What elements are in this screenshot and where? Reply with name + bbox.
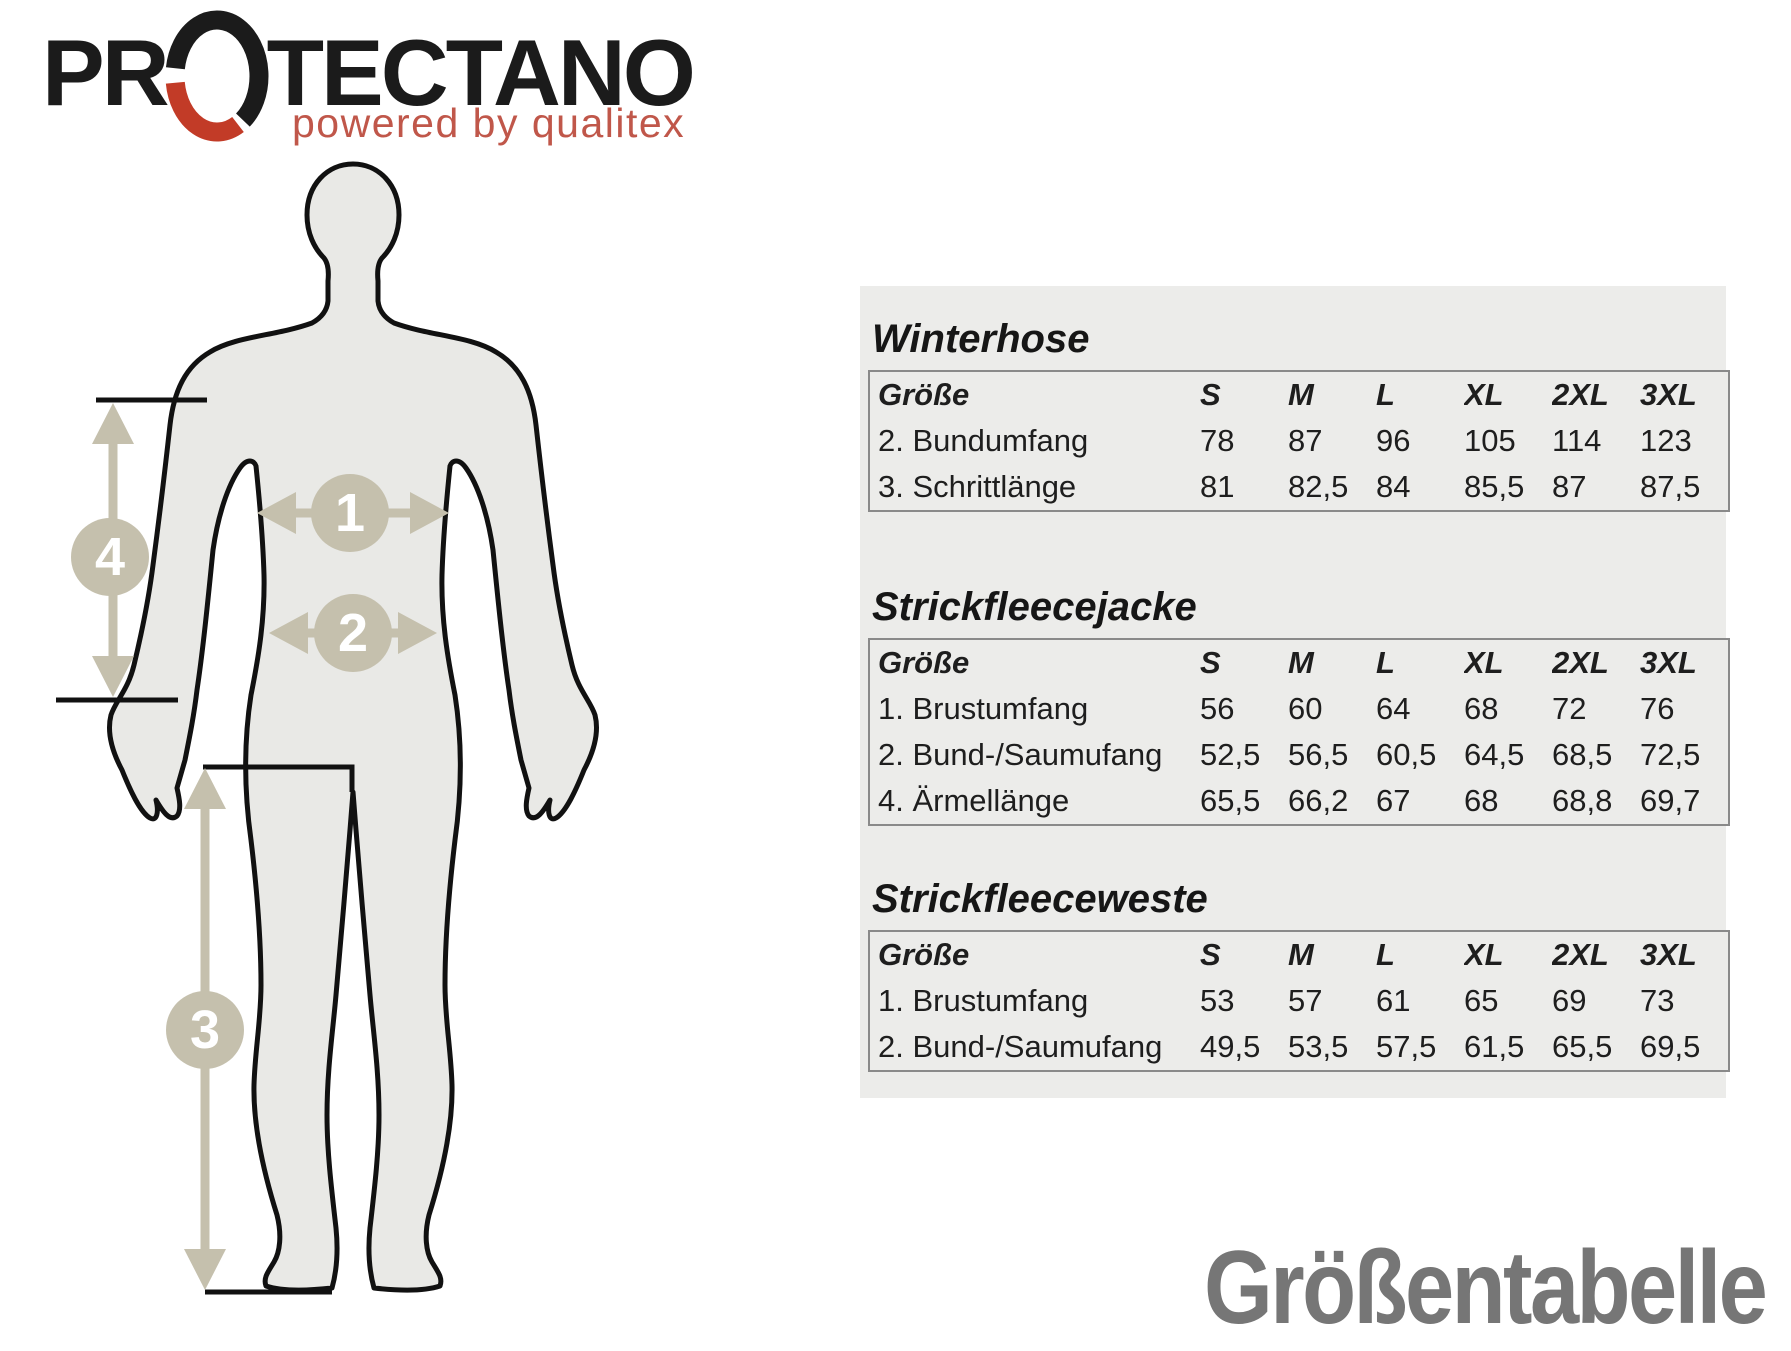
- table-header-cell: M: [1288, 937, 1314, 972]
- table-header-cell: Größe: [878, 377, 970, 412]
- table-cell: 78: [1200, 423, 1235, 458]
- table-header-cell: L: [1376, 937, 1395, 972]
- table-cell: 65,5: [1552, 1029, 1613, 1064]
- table-cell: 64,5: [1464, 737, 1525, 772]
- table-cell: 61: [1376, 983, 1411, 1018]
- table-header-cell: 2XL: [1552, 937, 1609, 972]
- table-cell: 2. Bund-/Saumufang: [878, 1029, 1163, 1064]
- table-cell: 123: [1640, 423, 1692, 458]
- logo-tagline: powered by qualitex: [292, 100, 686, 146]
- table-cell: 64: [1376, 691, 1411, 726]
- table-cell: 1. Brustumfang: [878, 691, 1089, 726]
- table-cell: 53: [1200, 983, 1235, 1018]
- logo-text-post: TECTANO: [266, 20, 696, 125]
- page-title: Größentabelle: [1203, 1230, 1768, 1346]
- table-cell: 4. Ärmellänge: [878, 783, 1070, 818]
- size-section-strickfleeceweste: Strickfleeceweste Größe S M L XL 2XL 3XL 1. Bru…: [868, 826, 1730, 1072]
- size-table: Größe S M L XL 2XL 3XL 1. Brustumfang 56 60 64 68 72…: [868, 638, 1730, 826]
- table-header-cell: M: [1288, 645, 1314, 680]
- table-cell: 60: [1288, 691, 1323, 726]
- table-header-cell: S: [1200, 377, 1221, 412]
- table-cell: 53,5: [1288, 1029, 1349, 1064]
- table-cell: 73: [1640, 983, 1675, 1018]
- table-cell: 72: [1552, 691, 1587, 726]
- table-cell: 68,5: [1552, 737, 1613, 772]
- table-header-cell: L: [1376, 645, 1395, 680]
- table-cell: 67: [1376, 783, 1411, 818]
- brand-logo: PR TECTANO: [42, 6, 696, 156]
- body-measurement-figure: [56, 161, 600, 1295]
- table-header-cell: S: [1200, 937, 1221, 972]
- table-cell: 68: [1464, 691, 1499, 726]
- table-cell: 87: [1552, 469, 1587, 504]
- table-cell: 2. Bundumfang: [878, 423, 1089, 458]
- table-cell: 84: [1376, 469, 1411, 504]
- table-cell: 60,5: [1376, 737, 1437, 772]
- table-header-cell: 2XL: [1552, 645, 1609, 680]
- size-table: Größe S M L XL 2XL 3XL 2. Bundumfang 78 87 96 105 11…: [868, 370, 1730, 512]
- table-cell: 3. Schrittlänge: [878, 469, 1077, 504]
- section-title: Strickfleeceweste: [872, 877, 1208, 921]
- table-header-cell: S: [1200, 645, 1221, 680]
- table-cell: 56,5: [1288, 737, 1349, 772]
- measurement-marker-4: 4: [71, 518, 149, 596]
- table-cell: 114: [1552, 423, 1602, 458]
- logo-text-pre: PR: [42, 20, 170, 125]
- table-cell: 57: [1288, 983, 1323, 1018]
- table-cell: 49,5: [1200, 1029, 1261, 1064]
- table-cell: 65: [1464, 983, 1499, 1018]
- table-cell: 87: [1288, 423, 1323, 458]
- table-header-cell: Größe: [878, 645, 970, 680]
- table-cell: 68: [1464, 783, 1499, 818]
- table-header-cell: XL: [1464, 937, 1504, 972]
- table-header-cell: XL: [1464, 377, 1504, 412]
- crotch-reference-line: [203, 764, 355, 792]
- size-table: Größe S M L XL 2XL 3XL 1. Brustumfang 53 57 61 65 69…: [868, 930, 1730, 1072]
- measurement-marker-3: 3: [166, 991, 244, 1069]
- section-title: Strickfleecejacke: [872, 585, 1197, 629]
- table-header-cell: 3XL: [1640, 377, 1697, 412]
- table-cell: 68,8: [1552, 783, 1613, 818]
- table-cell: 69,7: [1640, 783, 1701, 818]
- table-cell: 76: [1640, 691, 1675, 726]
- measurement-marker-1: 1: [311, 474, 389, 552]
- table-cell: 85,5: [1464, 469, 1525, 504]
- table-cell: 52,5: [1200, 737, 1261, 772]
- table-cell: 57,5: [1376, 1029, 1437, 1064]
- table-header-cell: 3XL: [1640, 937, 1697, 972]
- size-section-winterhose: Winterhose Größe S M L XL 2XL 3XL 2. Bundumfang…: [868, 286, 1730, 512]
- table-cell: 56: [1200, 691, 1235, 726]
- table-header-cell: 3XL: [1640, 645, 1697, 680]
- table-header-cell: Größe: [878, 937, 970, 972]
- size-tables-panel: Winterhose Größe S M L XL 2XL 3XL 2. Bundumfang…: [860, 286, 1730, 1098]
- table-cell: 69: [1552, 983, 1587, 1018]
- table-cell: 61,5: [1464, 1029, 1525, 1064]
- table-cell: 65,5: [1200, 783, 1261, 818]
- table-cell: 72,5: [1640, 737, 1701, 772]
- table-cell: 82,5: [1288, 469, 1349, 504]
- table-cell: 96: [1376, 423, 1411, 458]
- table-cell: 1. Brustumfang: [878, 983, 1089, 1018]
- section-title: Winterhose: [872, 317, 1090, 361]
- table-cell: 66,2: [1288, 783, 1349, 818]
- table-cell: 2. Bund-/Saumufang: [878, 737, 1163, 772]
- table-header-cell: XL: [1464, 645, 1504, 680]
- logo-ring-icon: [165, 10, 269, 142]
- table-cell: 105: [1464, 423, 1516, 458]
- size-section-strickfleecejacke: Strickfleecejacke Größe S M L XL 2XL 3XL 1. Bru…: [868, 512, 1730, 826]
- body-silhouette: [106, 161, 600, 1293]
- table-header-cell: M: [1288, 377, 1314, 412]
- table-cell: 69,5: [1640, 1029, 1701, 1064]
- table-header-cell: L: [1376, 377, 1395, 412]
- table-cell: 87,5: [1640, 469, 1701, 504]
- table-header-cell: 2XL: [1552, 377, 1609, 412]
- table-cell: 81: [1200, 469, 1235, 504]
- measurement-marker-2: 2: [314, 594, 392, 672]
